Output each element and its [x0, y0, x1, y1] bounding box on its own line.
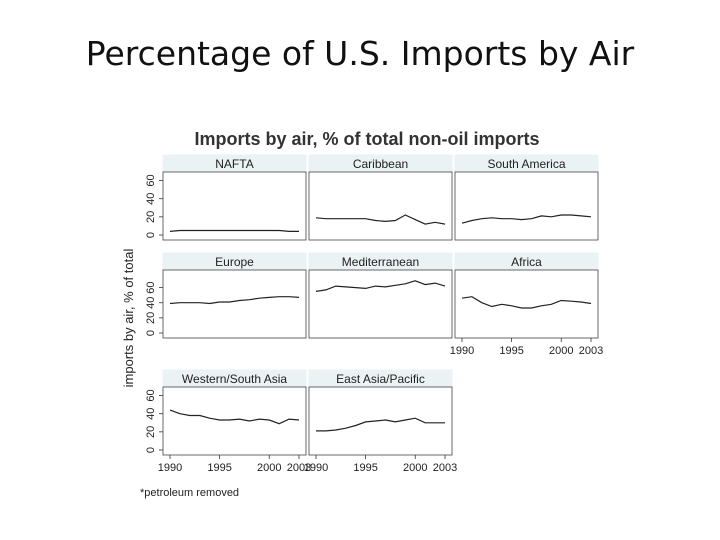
y-tick-label: 20 [145, 312, 157, 324]
y-tick-label: 40 [145, 408, 157, 420]
panel-title: East Asia/Pacific [336, 372, 425, 386]
y-tick-label: 60 [145, 281, 157, 293]
x-tick-label: 2000 [257, 462, 281, 474]
x-tick-label: 2003 [433, 462, 457, 474]
panel-frame [454, 269, 599, 339]
series-line [315, 280, 446, 292]
y-tick-label: 0 [145, 232, 157, 238]
panel-frame [162, 171, 307, 241]
panel-title: Mediterranean [342, 255, 419, 269]
panel-title: Europe [215, 255, 254, 269]
x-tick-label: 2003 [579, 345, 603, 357]
y-tick-label: 60 [145, 389, 157, 401]
y-tick-label: 40 [145, 297, 157, 309]
y-tick-label: 20 [145, 211, 157, 223]
panel-frame [454, 171, 599, 241]
y-tick-label: 20 [145, 426, 157, 438]
x-tick-label: 2000 [549, 345, 573, 357]
y-tick-label: 40 [145, 193, 157, 205]
panel-title: Western/South Asia [182, 372, 287, 386]
y-tick-label: 0 [145, 447, 157, 453]
series-line [316, 417, 445, 432]
y-tick-label: 60 [145, 174, 157, 186]
chart-title: Imports by air, % of total non-oil impor… [194, 129, 539, 149]
x-tick-label: 1995 [353, 462, 377, 474]
series-line [461, 296, 592, 309]
series-line [169, 229, 299, 232]
panel-frame [308, 171, 453, 241]
panel-frame [162, 269, 307, 339]
series-line [461, 214, 592, 224]
slide-title: Percentage of U.S. Imports by Air [85, 34, 635, 73]
x-tick-label: 1995 [207, 462, 231, 474]
x-tick-label: 1990 [450, 345, 474, 357]
series-line [169, 409, 300, 425]
x-tick-label: 1995 [499, 345, 523, 357]
series-line [169, 296, 300, 305]
panel-title: Caribbean [353, 157, 408, 171]
x-tick-label: 2003 [287, 462, 311, 474]
series-line [315, 214, 446, 225]
footnote: *petroleum removed [140, 487, 239, 499]
panel-title: South America [487, 157, 565, 171]
x-tick-label: 2000 [403, 462, 427, 474]
panel-title: NAFTA [215, 157, 253, 171]
x-tick-label: 1990 [158, 462, 182, 474]
x-tick-label: 1990 [304, 462, 328, 474]
panel-title: Africa [511, 255, 542, 269]
panel-frame [162, 386, 307, 456]
y-axis-label: imports by air, % of total [121, 249, 136, 388]
y-tick-label: 0 [145, 330, 157, 336]
panel-frame [308, 269, 453, 339]
